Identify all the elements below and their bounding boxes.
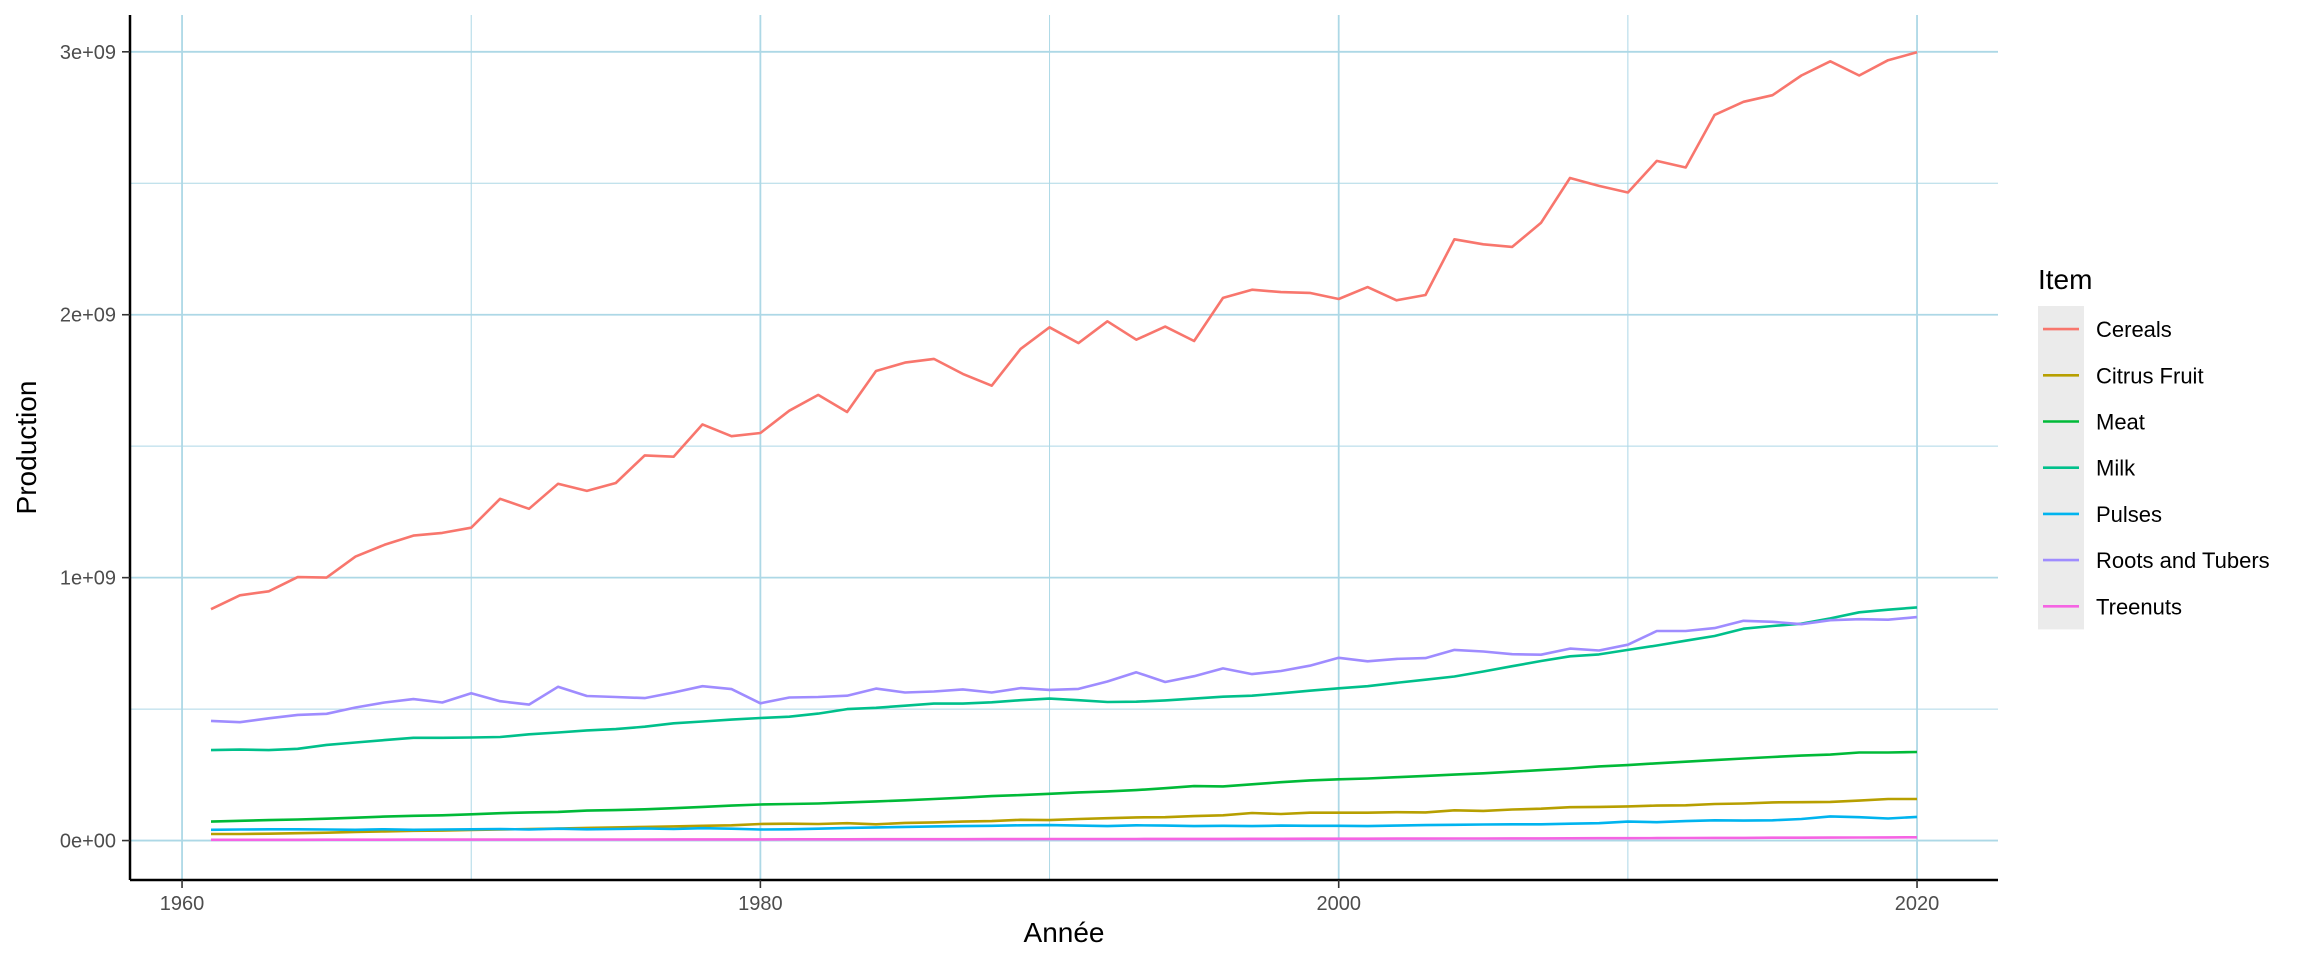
legend-title: Item [2038, 264, 2092, 295]
legend-label-cereals: Cereals [2096, 317, 2172, 342]
legend-label-roots-and-tubers: Roots and Tubers [2096, 548, 2270, 573]
series-line-meat [210, 750, 1918, 823]
axis-ticks: 1960 1980 2000 2020 0e+00 1e+09 2e+09 3e+09 [60, 42, 1939, 915]
gridlines [130, 15, 1998, 880]
x-tick-label: 1980 [738, 893, 783, 915]
y-tick-label: 0e+00 [60, 831, 116, 853]
x-tick-label: 2000 [1316, 893, 1361, 915]
y-axis-title: Production [11, 381, 42, 515]
series-line-roots-and-tubers [210, 615, 1918, 724]
y-tick-label: 3e+09 [60, 42, 116, 64]
y-tick-label: 1e+09 [60, 568, 116, 590]
x-tick-label: 2020 [1895, 893, 1940, 915]
legend-label-citrus-fruit: Citrus Fruit [2096, 363, 2204, 388]
series-line-milk [210, 606, 1918, 752]
series-line-pulses [210, 815, 1918, 832]
x-axis-title: Année [1024, 917, 1105, 948]
series-lines [210, 51, 1918, 842]
legend-label-treenuts: Treenuts [2096, 594, 2182, 619]
axes [128, 15, 1998, 882]
legend: Item Cereals Citrus Fruit Meat Milk Pulses Ro… [2038, 264, 2270, 630]
legend-label-pulses: Pulses [2096, 502, 2162, 527]
series-line-cereals [210, 51, 1918, 611]
x-tick-label: 1960 [160, 893, 205, 915]
y-tick-label: 2e+09 [60, 305, 116, 327]
legend-label-milk: Milk [2096, 456, 2136, 481]
legend-label-meat: Meat [2096, 410, 2145, 435]
series-line-treenuts [211, 835, 1918, 842]
